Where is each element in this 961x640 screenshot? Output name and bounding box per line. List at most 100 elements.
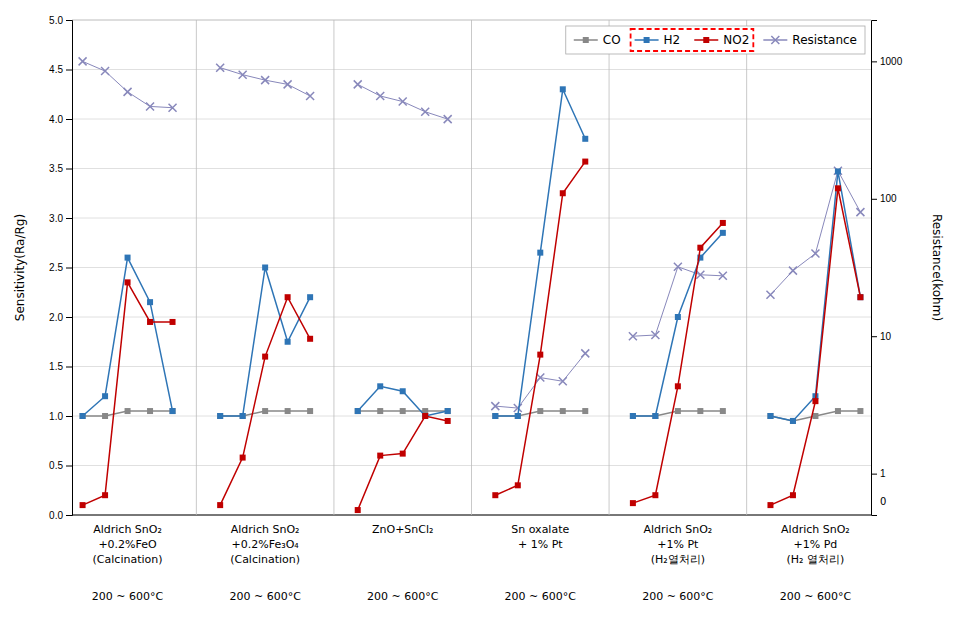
category-label: 200 ~ 600°C: [642, 590, 714, 603]
marker-square: [835, 408, 841, 414]
marker-x: [101, 67, 109, 75]
marker-square: [285, 294, 291, 300]
series: [80, 408, 864, 424]
y-tick-mark: [66, 20, 72, 21]
y2-tick: 1: [871, 468, 886, 479]
annotation: 0: [880, 496, 886, 507]
category-label: (H₂ 열처리): [787, 553, 845, 566]
marker-square: [582, 408, 588, 414]
series: [79, 57, 865, 412]
marker-square: [652, 492, 658, 498]
marker-square: [652, 413, 658, 419]
group-separator: [609, 20, 610, 515]
y2-tick-label: 10: [880, 331, 892, 342]
marker-square: [377, 383, 383, 389]
marker-square: [537, 408, 543, 414]
marker-square: [240, 413, 246, 419]
category-label: + 1% Pt: [518, 538, 563, 551]
y-tick-mark: [66, 119, 72, 120]
category-label: Aldrich SnO₂: [781, 523, 850, 536]
marker-x: [169, 104, 177, 112]
legend-label: Resistance: [792, 33, 857, 47]
marker-square: [377, 453, 383, 459]
legend-item: NO2: [694, 33, 749, 47]
category-label: +0.2%FeO: [98, 538, 157, 551]
group-separator: [471, 20, 472, 515]
marker-square: [537, 352, 543, 358]
marker-square: [355, 408, 361, 414]
marker-square: [652, 413, 658, 419]
y-tick: 0.0: [49, 510, 72, 521]
marker-square: [790, 492, 796, 498]
marker-square: [377, 408, 383, 414]
y-tick-label: 3.5: [49, 163, 63, 174]
marker-x: [629, 332, 637, 340]
marker-square: [492, 492, 498, 498]
y-tick-label: 0.5: [49, 460, 63, 471]
marker-square: [170, 319, 176, 325]
marker-square: [170, 408, 176, 414]
y2-tick-label: 1: [880, 468, 886, 479]
marker-square: [445, 408, 451, 414]
marker-square: [720, 408, 726, 414]
legend-swatch-marker: [644, 37, 650, 43]
marker-square: [560, 190, 566, 196]
y-axis: 0.00.51.01.52.02.53.03.54.04.55.0: [49, 15, 72, 521]
marker-x: [124, 88, 132, 96]
series-line: [83, 61, 173, 107]
marker-x: [146, 102, 154, 110]
marker-x: [284, 80, 292, 88]
chart: 0.00.51.01.52.02.53.03.54.04.55.01101001…: [0, 0, 961, 640]
y-tick: 5.0: [49, 15, 72, 26]
y-tick-label: 1.5: [49, 361, 63, 372]
marker-square: [422, 413, 428, 419]
marker-square: [445, 418, 451, 424]
legend-item: CO: [574, 33, 621, 47]
series-line: [495, 353, 585, 408]
y2-tick-mark: [871, 61, 877, 62]
marker-square: [262, 408, 268, 414]
marker-x: [581, 349, 589, 357]
marker-x: [444, 115, 452, 123]
series-line: [83, 282, 173, 505]
y2-tick-label: 1000: [880, 56, 903, 67]
marker-square: [767, 413, 773, 419]
marker-square: [102, 413, 108, 419]
category-label: 200 ~ 600°C: [92, 590, 164, 603]
marker-square: [307, 294, 313, 300]
y-tick-mark: [66, 416, 72, 417]
marker-square: [355, 507, 361, 513]
series: [80, 86, 864, 424]
y-tick-label: 2.0: [49, 312, 63, 323]
legend-label: H2: [664, 33, 681, 47]
y-tick: 2.0: [49, 312, 72, 323]
marker-square: [790, 418, 796, 424]
marker-x: [674, 263, 682, 271]
marker-square: [812, 398, 818, 404]
legend-swatch-marker: [771, 36, 779, 44]
marker-x: [834, 167, 842, 175]
marker-square: [400, 451, 406, 457]
y2-axis: 1101001000: [871, 21, 903, 516]
y2-tick-mark: [871, 199, 877, 200]
group-separator: [333, 20, 334, 515]
y-tick-label: 1.0: [49, 411, 63, 422]
marker-x: [811, 249, 819, 257]
series-line: [220, 68, 310, 96]
marker-x: [491, 402, 499, 410]
y2-tick: 10: [871, 331, 892, 342]
marker-square: [835, 185, 841, 191]
marker-square: [125, 279, 131, 285]
marker-x: [306, 92, 314, 100]
marker-square: [857, 294, 863, 300]
marker-square: [170, 408, 176, 414]
marker-square: [445, 408, 451, 414]
category-label: 200 ~ 600°C: [505, 590, 577, 603]
marker-square: [767, 413, 773, 419]
series-line: [770, 171, 860, 420]
y-tick-label: 4.0: [49, 114, 63, 125]
marker-x: [239, 71, 247, 79]
category-labels: Aldrich SnO₂+0.2%FeO(Calcination)200 ~ 6…: [92, 523, 852, 603]
marker-square: [492, 413, 498, 419]
marker-square: [720, 220, 726, 226]
